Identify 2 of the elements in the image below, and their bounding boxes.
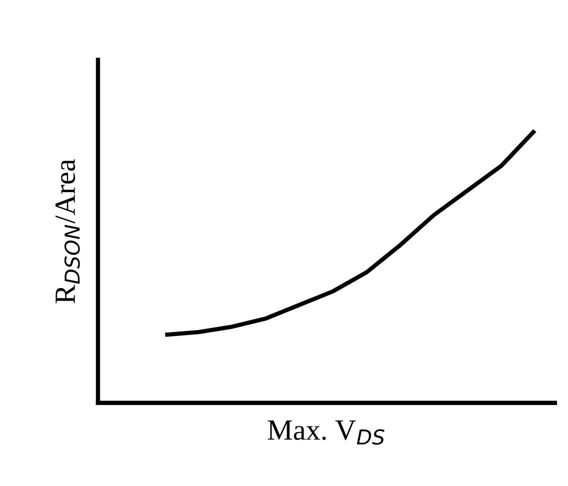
x-axis-title: Max. V$_{DS}$ bbox=[268, 420, 384, 445]
y-axis-title: R$_{DSON}$/Area bbox=[56, 159, 80, 304]
